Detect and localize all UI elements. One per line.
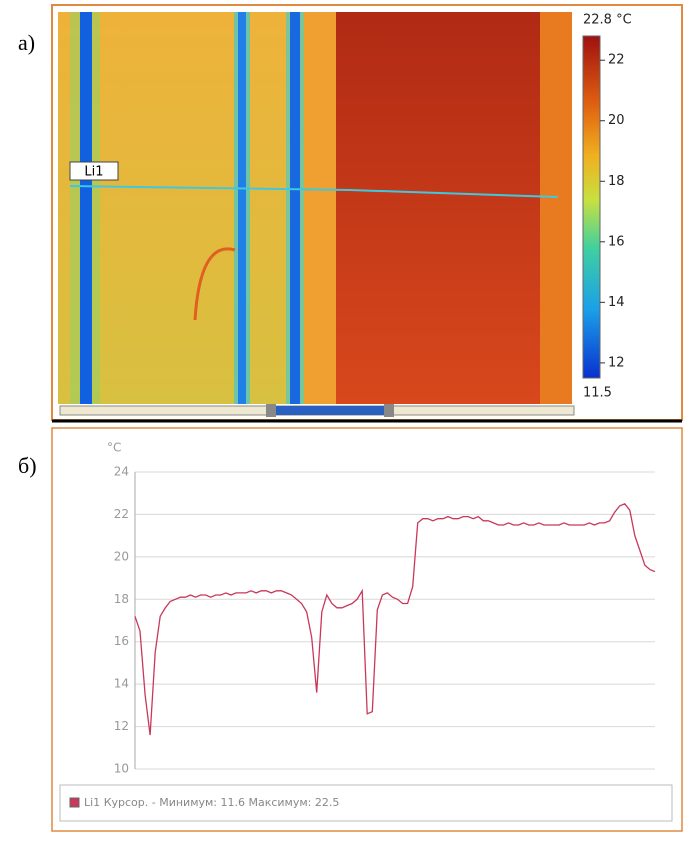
legend-entry: Li1 Курсор. - Минимум: 11.6 Максимум: 22… (84, 796, 339, 809)
legend-swatch (69, 797, 80, 808)
colorbar (582, 35, 601, 379)
legend-box (59, 784, 673, 822)
legend-text: Курсор. - Минимум: 11.6 Максимум: 22.5 (104, 796, 340, 809)
panel-label: б) (18, 453, 37, 478)
y-tick-label: 12 (114, 719, 129, 733)
y-tick-label: 24 (114, 465, 129, 479)
thermal-image: Li1 (58, 12, 575, 417)
y-tick-label: 14 (114, 677, 129, 691)
y-tick-label: 16 (114, 634, 129, 648)
colorbar-max-label: 22.8 °C (583, 13, 632, 28)
colorbar-tick-label: 16 (608, 234, 625, 249)
y-tick-label: 10 (114, 762, 129, 776)
colorbar-tick-label: 14 (608, 295, 625, 310)
y-tick-label: 20 (114, 549, 129, 563)
colorbar-tick-label: 12 (608, 355, 625, 370)
y-tick-label: 18 (114, 592, 129, 606)
chart-frame (51, 427, 683, 832)
line-label: Li1 (84, 165, 103, 180)
panel-label: а) (18, 30, 35, 55)
legend-name: Li1 (84, 796, 100, 809)
y-tick-label: 22 (114, 507, 129, 521)
colorbar-tick-label: 18 (608, 174, 625, 189)
colorbar-tick-label: 20 (608, 113, 625, 128)
data-line (134, 503, 656, 736)
y-axis-label: °C (107, 441, 121, 455)
colorbar-min-label: 11.5 (583, 386, 612, 401)
colorbar-tick-label: 22 (608, 53, 625, 68)
